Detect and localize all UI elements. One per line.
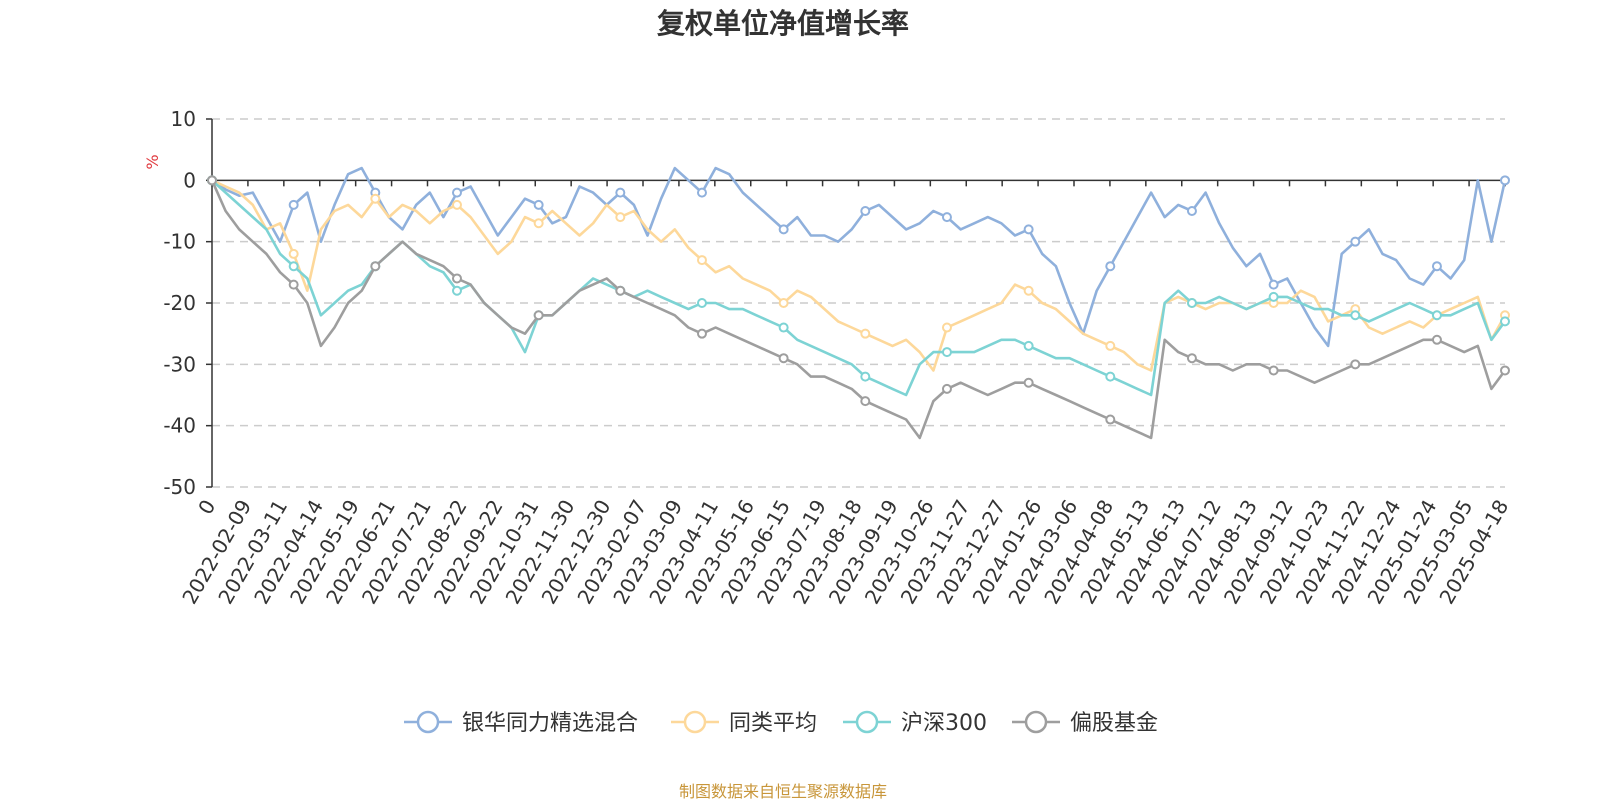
series-4-point [696, 328, 707, 339]
y-tick-label: 10 [171, 107, 196, 131]
legend-label: 偏股基金 [1070, 711, 1158, 736]
series-line-1 [211, 166, 1507, 348]
series-line-4 [210, 179, 1507, 440]
series-4-point [451, 273, 462, 284]
series-1-point [1350, 236, 1361, 247]
series-1-point [1186, 206, 1197, 216]
series-1-point [696, 187, 707, 198]
source-note: 制图数据来自恒生聚源数据库 [679, 782, 887, 800]
series-2-point [778, 298, 789, 308]
series-2-point [941, 322, 952, 333]
series-4-point [615, 285, 626, 296]
y-tick-label: -30 [163, 352, 196, 376]
series-3-point [778, 322, 789, 333]
series-3-point [1268, 291, 1279, 302]
legend[interactable]: 银华同力精选混合 同类平均 沪深300 偏股基金 [404, 710, 1158, 736]
x-tick-label: 0 [193, 496, 220, 519]
series-2-point [533, 218, 544, 229]
series-2-point [860, 328, 871, 339]
series-3-point [1500, 316, 1510, 327]
series-3-point [696, 298, 707, 308]
series-1-point [451, 187, 462, 198]
series-2-point [370, 193, 381, 204]
grid-lines [212, 118, 1505, 488]
series-4-point [288, 279, 299, 290]
series-1-point [615, 187, 626, 198]
x-tick-labels: 02022-02-092022-03-112022-04-142022-05-1… [177, 495, 1513, 608]
y-tick-label: -10 [163, 230, 196, 254]
y-tick-label: -40 [163, 414, 196, 438]
y-tick-label: -50 [163, 475, 196, 499]
chart-title: 复权单位净值增长率 [657, 7, 909, 40]
series-3-point [1023, 340, 1034, 351]
series-4-point [1350, 359, 1361, 370]
series-4-point [778, 353, 789, 364]
series-3-point [1350, 310, 1361, 321]
series-4-point [1268, 365, 1279, 376]
series-2-point [696, 255, 707, 266]
series-4-point [1186, 353, 1197, 364]
series-4-point [370, 261, 381, 272]
legend-label: 同类平均 [729, 711, 817, 736]
series-3-point [288, 261, 299, 272]
series-4-point [1105, 414, 1116, 425]
legend-label: 沪深300 [901, 711, 987, 736]
series-3-point [941, 347, 952, 358]
series-3-point [860, 371, 871, 382]
y-axis-unit-label: % [143, 154, 162, 169]
series-1-point [1023, 224, 1034, 235]
series-lines [207, 166, 1510, 440]
legend-marker [416, 710, 440, 734]
legend-label: 银华同力精选混合 [462, 711, 638, 736]
series-1-point [288, 199, 299, 210]
series-2-point [451, 199, 462, 210]
series-4-point [860, 396, 871, 407]
series-3-point [1431, 310, 1442, 321]
y-tick-labels: 10 0 -10 -20 -30 -40 -50 [163, 107, 196, 499]
y-tick-label: 0 [183, 168, 196, 192]
series-3-point [1105, 371, 1116, 382]
series-4-point [207, 175, 217, 186]
legend-item-1[interactable]: 银华同力精选混合 [404, 710, 638, 736]
series-4-point [1431, 334, 1442, 345]
series-line-2 [211, 179, 1507, 372]
y-tick-label: -20 [163, 291, 196, 315]
series-2-point [1105, 340, 1116, 351]
series-1-point [1431, 261, 1442, 272]
legend-marker [683, 710, 707, 734]
series-4-point [941, 383, 952, 394]
series-1-point [1105, 261, 1116, 272]
series-4-point [1023, 377, 1034, 388]
series-1-point [1268, 279, 1279, 290]
series-2-point [288, 248, 299, 259]
legend-marker [1024, 710, 1048, 734]
legend-marker [855, 710, 879, 734]
series-4-point [1500, 365, 1510, 376]
series-3-point [451, 285, 462, 296]
legend-item-2[interactable]: 同类平均 [671, 710, 817, 736]
series-3-point [1186, 298, 1197, 308]
legend-item-3[interactable]: 沪深300 [843, 710, 987, 736]
series-4-point [533, 310, 544, 321]
legend-item-4[interactable]: 偏股基金 [1012, 710, 1158, 736]
series-line-3 [211, 179, 1507, 397]
series-1-point [778, 224, 789, 235]
series-2-point [615, 212, 626, 223]
series-2-point [1023, 285, 1034, 296]
series-1-point [533, 199, 544, 210]
series-1-point [941, 212, 952, 223]
series-1-point [860, 206, 871, 216]
series-1-point [1500, 175, 1510, 186]
